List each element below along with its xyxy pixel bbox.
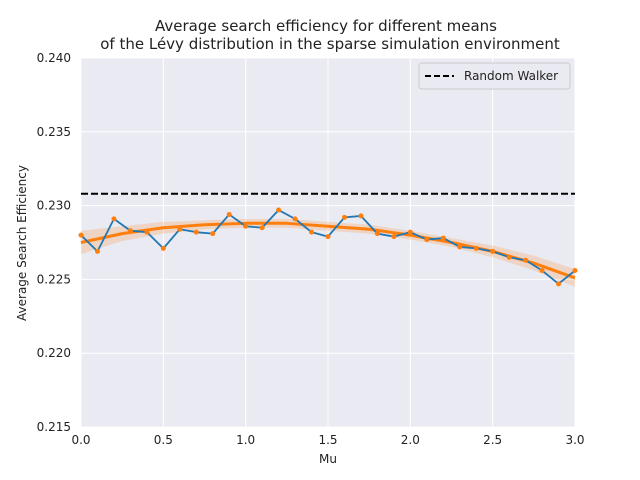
fit-confidence-band xyxy=(81,218,575,287)
legend-box xyxy=(418,62,571,90)
x-tick-label: 1.5 xyxy=(318,433,337,447)
legend-random-walker-label: Random Walker xyxy=(464,69,558,83)
y-tick-label: 0.225 xyxy=(37,272,71,286)
data-point xyxy=(144,229,150,235)
data-point xyxy=(78,232,84,238)
data-point xyxy=(160,245,166,251)
y-tick-label: 0.220 xyxy=(37,346,71,360)
y-tick-label: 0.235 xyxy=(37,125,71,139)
data-point xyxy=(572,268,578,274)
data-point xyxy=(341,214,347,220)
data-point xyxy=(276,207,282,213)
data-point xyxy=(210,231,216,237)
fit-band-area xyxy=(81,218,575,287)
data-point xyxy=(490,248,496,254)
x-tick-label: 0.0 xyxy=(71,433,90,447)
data-point xyxy=(440,235,446,241)
grid xyxy=(80,57,576,428)
x-tick-label: 3.0 xyxy=(565,433,584,447)
data-point xyxy=(358,213,364,219)
y-tick-label: 0.230 xyxy=(37,199,71,213)
tick-labels: 0.0 0.5 1.0 1.5 2.0 2.5 3.0 0.215 0.220 0.225 0.23… xyxy=(37,51,585,447)
y-axis-label: Average Search Efficiency xyxy=(15,165,29,321)
x-tick-label: 1.0 xyxy=(236,433,255,447)
chart-title-line1: Average search efficiency for different … xyxy=(155,17,497,35)
data-point xyxy=(523,257,529,263)
x-tick-label: 2.5 xyxy=(483,433,502,447)
data-point xyxy=(473,245,479,251)
x-tick-label: 0.5 xyxy=(154,433,173,447)
data-point xyxy=(177,226,183,232)
legend: Random Walker xyxy=(418,62,571,90)
y-tick-label: 0.240 xyxy=(37,51,71,65)
x-tick-label: 2.0 xyxy=(401,433,420,447)
data-point xyxy=(539,268,545,274)
data-point xyxy=(374,231,380,237)
data-point xyxy=(424,237,430,243)
data-point xyxy=(111,216,117,222)
chart-title-line2: of the Lévy distribution in the sparse s… xyxy=(100,35,560,53)
data-point xyxy=(292,216,298,222)
y-tick-label: 0.215 xyxy=(37,420,71,434)
data-point xyxy=(193,229,199,235)
data-point xyxy=(391,234,397,240)
data-point xyxy=(309,229,315,235)
data-point xyxy=(506,254,512,260)
data-series xyxy=(78,207,578,287)
x-axis-label: Mu xyxy=(319,452,337,466)
data-point xyxy=(556,281,562,287)
data-point xyxy=(127,228,133,234)
data-point xyxy=(226,211,232,217)
data-point xyxy=(457,244,463,250)
data-point xyxy=(407,229,413,235)
data-point xyxy=(94,248,100,254)
data-point xyxy=(259,225,265,231)
data-point xyxy=(325,234,331,240)
data-point xyxy=(243,223,249,229)
